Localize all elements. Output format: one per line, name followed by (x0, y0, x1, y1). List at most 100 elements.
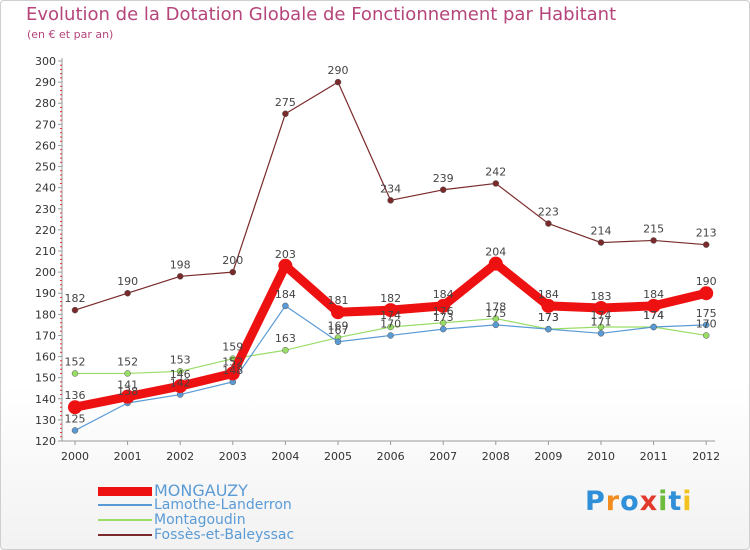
data-label-mongauzy: 182 (380, 292, 401, 305)
logo-letter: o (620, 486, 640, 517)
data-point-mongauzy (225, 366, 240, 381)
data-point-montagoudin (176, 368, 184, 375)
y-tick-label: 200 (35, 266, 56, 279)
logo-letter: t (668, 486, 683, 517)
data-label-mongauzy: 146 (170, 368, 191, 381)
chart-subtitle: (en € et par an) (27, 28, 114, 41)
legend-swatch-montagoudin (98, 519, 152, 521)
data-point-mongauzy (646, 298, 661, 313)
data-label-fosses: 242 (485, 165, 506, 178)
data-label-mongauzy: 184 (538, 288, 559, 301)
data-point-montagoudin (71, 370, 79, 377)
data-point-montagoudin (124, 370, 131, 377)
data-label-mongauzy: 204 (485, 246, 506, 259)
chart-title: Evolution de la Dotation Globale de Fonc… (26, 4, 617, 25)
y-tick-label: 190 (35, 287, 56, 300)
data-point-lamothe (71, 427, 79, 434)
data-label-mongauzy: 152 (222, 355, 243, 368)
data-label-lamothe: 148 (222, 364, 243, 377)
data-point-mongauzy (278, 258, 293, 273)
data-label-montagoudin: 173 (538, 311, 559, 324)
data-point-fosses (334, 78, 342, 86)
data-label-lamothe: 173 (538, 311, 559, 324)
data-label-montagoudin: 174 (643, 309, 664, 322)
y-tick-label: 220 (35, 224, 56, 237)
x-tick-label: 2008 (482, 450, 510, 463)
data-label-lamothe: 184 (275, 288, 296, 301)
data-point-mongauzy (699, 286, 714, 301)
series-line-fosses (74, 81, 707, 311)
data-point-lamothe (545, 325, 552, 333)
data-point-mongauzy (383, 303, 398, 318)
legend-swatch-fosses (98, 534, 152, 536)
data-point-lamothe (387, 332, 394, 339)
data-point-montagoudin (439, 319, 447, 327)
data-label-fosses: 190 (117, 275, 138, 288)
proxiti-logo: Proxiti (585, 486, 693, 517)
data-label-mongauzy: 203 (275, 248, 296, 261)
data-label-fosses: 290 (328, 64, 349, 77)
x-tick-label: 2010 (587, 450, 615, 463)
data-label-mongauzy: 184 (643, 288, 664, 301)
data-label-fosses: 198 (170, 258, 191, 271)
data-label-montagoudin: 152 (65, 355, 86, 368)
x-tick-label: 2012 (692, 450, 720, 463)
x-tick-label: 2004 (271, 450, 299, 463)
data-label-montagoudin: 174 (591, 309, 612, 322)
x-tick-label: 2007 (429, 450, 457, 463)
data-point-montagoudin (282, 346, 289, 354)
data-label-lamothe: 167 (328, 324, 349, 337)
data-point-fosses (439, 186, 447, 194)
data-point-mongauzy (594, 301, 608, 315)
x-tick-label: 2001 (114, 450, 142, 463)
data-label-mongauzy: 141 (117, 379, 138, 392)
logo-letter: i (682, 486, 693, 517)
data-label-lamothe: 142 (170, 377, 191, 390)
y-tick-label: 150 (35, 372, 56, 385)
y-tick-label: 270 (35, 118, 56, 131)
legend-swatch-lamothe (98, 504, 152, 506)
data-label-lamothe: 138 (117, 385, 138, 398)
legend-label-lamothe: Lamothe-Landerron (154, 497, 292, 513)
data-label-mongauzy: 136 (65, 389, 86, 402)
data-label-montagoudin: 170 (696, 317, 717, 330)
y-tick-label: 170 (35, 329, 56, 342)
y-tick-label: 230 (35, 203, 56, 216)
data-point-fosses (124, 289, 131, 297)
data-point-montagoudin (492, 315, 500, 322)
data-label-montagoudin: 169 (328, 320, 349, 333)
data-point-fosses (702, 241, 710, 248)
legend-label-montagoudin: Montagoudin (154, 512, 246, 528)
data-label-lamothe: 125 (65, 412, 86, 425)
data-label-lamothe: 173 (433, 311, 454, 324)
y-tick-label: 210 (35, 245, 56, 258)
data-label-montagoudin: 178 (485, 301, 506, 314)
data-point-mongauzy (331, 305, 345, 320)
y-tick-label: 300 (35, 55, 56, 68)
data-point-fosses (492, 180, 500, 187)
y-tick-label: 280 (35, 97, 56, 110)
data-point-fosses (229, 268, 237, 276)
data-point-mongauzy (173, 379, 188, 394)
y-tick-label: 250 (35, 161, 56, 174)
data-label-mongauzy: 181 (328, 294, 349, 307)
data-label-lamothe: 170 (380, 317, 401, 330)
data-label-fosses: 182 (65, 292, 86, 305)
data-point-montagoudin (387, 323, 394, 331)
data-point-fosses (282, 110, 289, 118)
data-label-fosses: 214 (591, 225, 612, 238)
logo-letter: r (605, 486, 621, 517)
data-label-lamothe: 175 (485, 307, 506, 320)
data-label-lamothe: 174 (643, 309, 664, 322)
data-label-montagoudin: 163 (275, 332, 296, 345)
y-tick-label: 160 (35, 351, 56, 364)
data-label-montagoudin: 152 (117, 355, 138, 368)
data-label-mongauzy: 184 (433, 288, 454, 301)
data-point-montagoudin (702, 332, 710, 339)
data-point-mongauzy (436, 298, 451, 313)
y-tick-label: 180 (35, 308, 56, 321)
data-label-fosses: 200 (222, 254, 243, 267)
legend-label-mongauzy: MONGAUZY (154, 481, 248, 500)
